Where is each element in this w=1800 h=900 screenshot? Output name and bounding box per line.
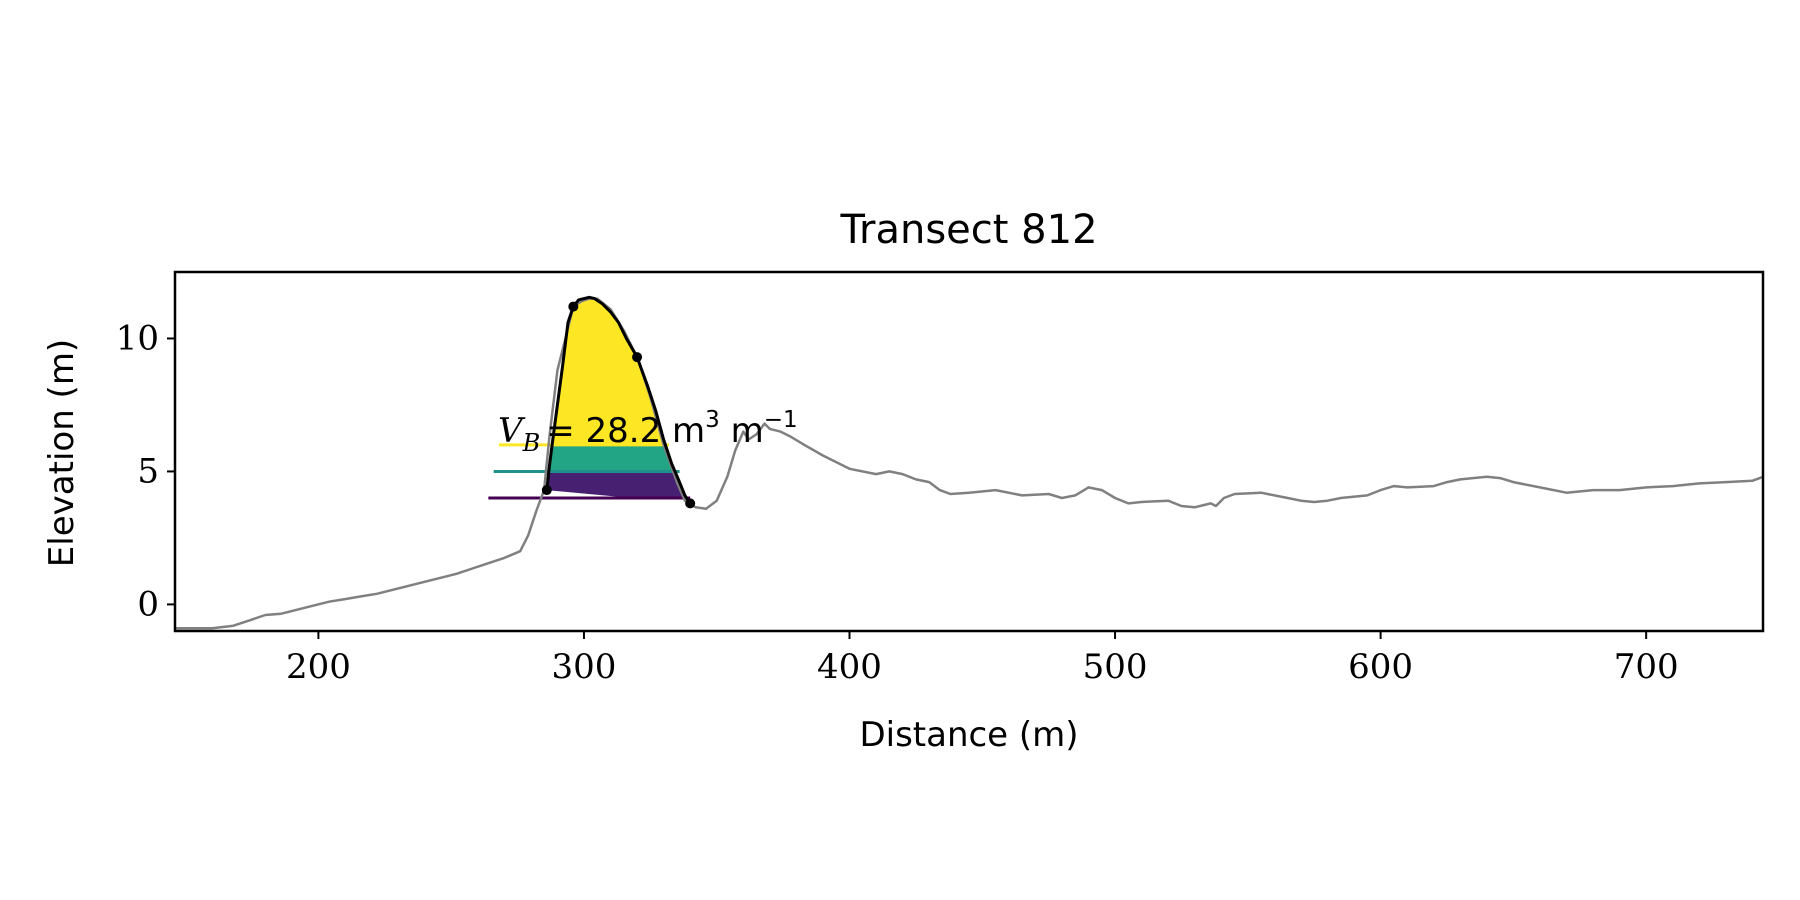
dune-outline: [545, 295, 692, 505]
volume-unit-tail: m: [720, 411, 764, 451]
y-tick-label: 10: [116, 318, 159, 358]
x-tick-label: 200: [286, 647, 351, 687]
x-tick-label: 400: [817, 647, 882, 687]
x-tick-label: 500: [1083, 647, 1148, 687]
x-ticks: 200 300 400 500 600 700: [286, 631, 1679, 687]
y-ticks: 0 5 10: [116, 318, 175, 624]
volume-symbol: V: [498, 411, 526, 451]
volume-annotation: VB = 28.2 m3 m−1: [498, 407, 798, 457]
x-tick-label: 700: [1614, 647, 1679, 687]
dune-key-point: [632, 352, 643, 363]
y-axis-label: Elevation (m): [42, 339, 82, 567]
plot-frame: [173, 270, 1765, 633]
chart-title: Transect 812: [839, 207, 1097, 253]
band-bottom: [546, 471, 691, 499]
volume-unit-superscript: 3: [705, 407, 720, 433]
x-tick-label: 600: [1348, 647, 1413, 687]
y-tick-label: 0: [137, 584, 159, 624]
profile-line: [175, 297, 1764, 630]
volume-subscript: B: [522, 429, 541, 457]
dune-key-point: [568, 301, 579, 312]
dune-key-point: [541, 485, 552, 496]
level-lines: [488, 443, 691, 500]
dune-key-point: [685, 498, 696, 509]
x-axis-label: Distance (m): [859, 715, 1078, 755]
x-tick-label: 300: [551, 647, 616, 687]
volume-tail-superscript: −1: [764, 407, 798, 433]
y-tick-label: 5: [137, 451, 159, 491]
volume-value: = 28.2 m: [546, 411, 705, 451]
dune-key-points: [541, 301, 696, 509]
